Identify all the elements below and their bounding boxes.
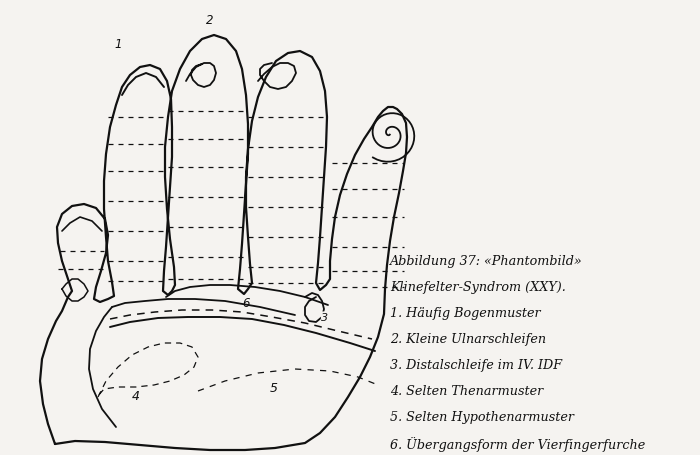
Text: Abbildung 37: «Phantombild»: Abbildung 37: «Phantombild»	[390, 254, 582, 268]
Text: 5. Selten Hypothenarmuster: 5. Selten Hypothenarmuster	[390, 410, 574, 423]
Text: 2. Kleine Ulnarschleifen: 2. Kleine Ulnarschleifen	[390, 332, 546, 345]
Text: 4: 4	[132, 389, 140, 402]
Text: 5: 5	[270, 381, 278, 394]
Text: 3. Distalschleife im IV. IDF: 3. Distalschleife im IV. IDF	[390, 358, 562, 371]
Text: 6: 6	[242, 296, 249, 309]
Text: 3: 3	[321, 312, 328, 322]
Text: 4. Selten Thenarmuster: 4. Selten Thenarmuster	[390, 384, 543, 397]
Text: Klinefelter-Syndrom (XXY).: Klinefelter-Syndrom (XXY).	[390, 280, 566, 293]
Text: 1. Häufig Bogenmuster: 1. Häufig Bogenmuster	[390, 306, 540, 319]
Text: 6. Übergangsform der Vierfingerfurche: 6. Übergangsform der Vierfingerfurche	[390, 436, 645, 451]
Text: 2: 2	[206, 14, 214, 27]
Text: 1: 1	[114, 38, 122, 51]
